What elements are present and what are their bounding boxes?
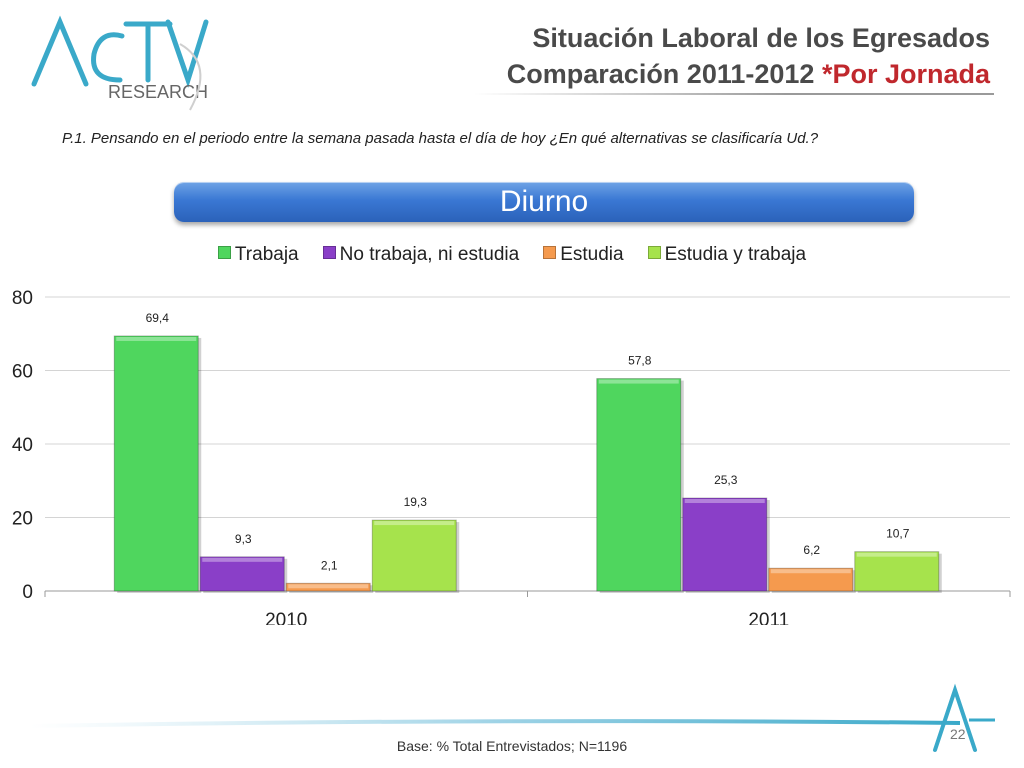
legend-swatch <box>543 246 557 259</box>
bar-highlight <box>202 557 283 562</box>
bar-highlight <box>374 521 455 526</box>
legend-item: No trabaja, ni estudia <box>322 244 520 266</box>
legend-item: Estudia y trabaja <box>647 244 807 266</box>
bar-highlight <box>598 379 679 384</box>
data-label: 25,3 <box>714 473 738 487</box>
legend-swatch <box>322 246 336 259</box>
page-title: Situación Laboral de los Egresados Compa… <box>507 20 990 92</box>
data-label: 57,8 <box>628 354 652 368</box>
legend-swatch <box>217 246 231 259</box>
data-label: 6,2 <box>803 543 820 557</box>
y-tick-label: 40 <box>12 435 33 456</box>
data-label: 19,3 <box>404 495 428 509</box>
title-line-2: Comparación 2011-2012 *Por Jornada <box>507 56 990 92</box>
data-label: 2,1 <box>321 558 338 572</box>
footer-divider <box>30 719 960 728</box>
bar-highlight <box>770 569 851 574</box>
legend-label: Estudia <box>560 244 624 265</box>
title-accent: *Por Jornada <box>821 59 990 89</box>
x-category-label: 2010 <box>265 610 307 625</box>
logo-subtext: RESEARCH <box>108 82 208 102</box>
bar-highlight <box>856 552 937 557</box>
question-text: P.1. Pensando en el periodo entre la sem… <box>62 130 819 147</box>
bar <box>682 497 768 592</box>
x-category-label: 2011 <box>748 610 789 625</box>
data-label: 69,4 <box>146 311 170 325</box>
small-logo-icon <box>933 683 995 752</box>
bar-chart: 0 20 40 60 80 69,4 9,3 2,1 19,3 2010 57,8 25,3 6,2 10… <box>12 288 1011 625</box>
chart-legend: Trabaja No trabaja, ni estudia Estudia Estu… <box>0 244 1024 266</box>
y-tick-label: 20 <box>12 509 33 530</box>
footer-base-text: Base: % Total Entrevistados; N=1196 <box>396 738 628 754</box>
bar <box>371 519 457 592</box>
legend-label: No trabaja, ni estudia <box>339 244 520 265</box>
legend-swatch <box>647 246 661 259</box>
bar <box>768 567 854 592</box>
data-label: 10,7 <box>886 527 910 541</box>
bar <box>199 556 285 592</box>
legend-item: Trabaja <box>217 244 299 266</box>
activa-research-logo: RESEARCH <box>31 15 209 111</box>
y-tick-label: 60 <box>12 362 33 383</box>
bar <box>113 335 199 592</box>
title-divider <box>474 93 994 95</box>
bar <box>596 378 682 592</box>
legend-label: Estudia y trabaja <box>664 244 807 265</box>
y-tick-label: 0 <box>22 582 33 603</box>
bar <box>285 582 371 592</box>
title-line-2-main: Comparación 2011-2012 <box>506 59 822 89</box>
title-line-1: Situación Laboral de los Egresados <box>532 23 990 53</box>
bar-highlight <box>116 336 197 341</box>
bar-highlight <box>684 499 765 504</box>
legend-label: Trabaja <box>234 244 299 265</box>
page-number: 22 <box>950 726 966 742</box>
y-tick-label: 80 <box>12 288 33 309</box>
section-banner: Diurno <box>174 182 914 222</box>
bar-highlight <box>288 584 369 589</box>
bar <box>854 551 940 592</box>
legend-item: Estudia <box>543 244 624 266</box>
data-label: 9,3 <box>235 532 252 546</box>
